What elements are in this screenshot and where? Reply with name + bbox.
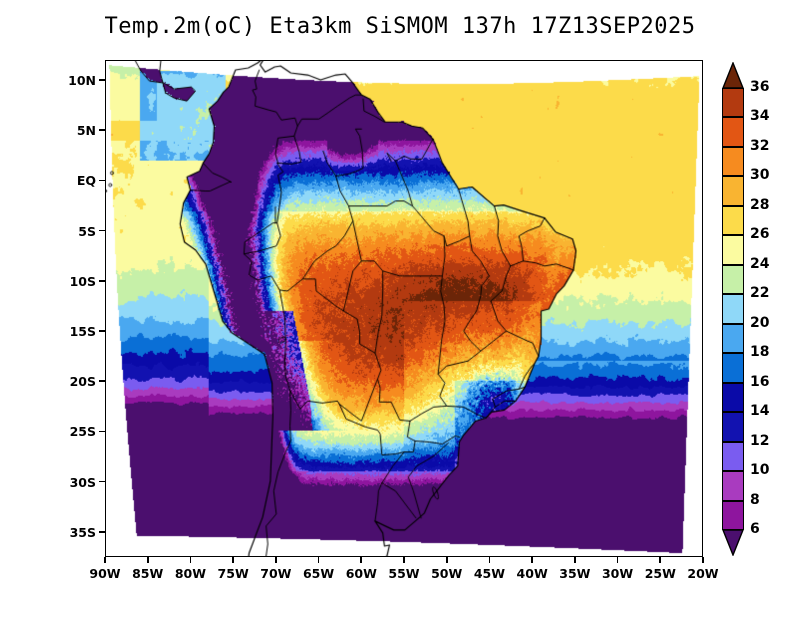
colorbar-segment (722, 294, 744, 324)
temperature-colorbar (722, 88, 744, 530)
latitude-tick (99, 179, 105, 182)
colorbar-segment (722, 176, 744, 206)
longitude-tick (189, 557, 192, 563)
colorbar-tick-label: 36 (750, 79, 770, 95)
longitude-tick-label: 85W (132, 566, 164, 581)
colorbar-segment (722, 500, 744, 530)
colorbar-segment (722, 382, 744, 413)
colorbar-tick-label: 16 (750, 373, 770, 390)
temperature-field-canvas (106, 61, 702, 556)
longitude-tick (146, 557, 149, 563)
colorbar-segment (722, 264, 744, 295)
colorbar-segment (722, 146, 744, 177)
colorbar-tick-label: 20 (750, 314, 770, 331)
colorbar-tick-label: 26 (750, 226, 770, 243)
latitude-tick-label: 20S (69, 374, 96, 390)
longitude-tick-label: 75W (217, 566, 249, 581)
latitude-tick (99, 480, 105, 483)
colorbar-segment (722, 205, 744, 236)
longitude-tick (616, 557, 619, 563)
longitude-tick (445, 557, 448, 563)
latitude-tick-label: 15S (69, 324, 96, 340)
latitude-tick-label: 5N (76, 123, 96, 139)
colorbar-tick-label: 18 (750, 344, 770, 361)
longitude-tick-label: 50W (431, 566, 463, 581)
colorbar-tick-label: 6 (750, 521, 760, 537)
latitude-tick-label: 10S (69, 273, 96, 289)
colorbar-tick-label: 22 (750, 285, 770, 302)
colorbar-segment (722, 412, 744, 442)
latitude-tick-label: 5S (78, 223, 96, 239)
colorbar-segment (722, 117, 744, 147)
latitude-tick (99, 229, 105, 232)
colorbar-tick-label: 30 (750, 167, 770, 184)
latitude-tick (99, 380, 105, 383)
longitude-tick-label: 90W (89, 566, 121, 581)
colorbar-tick-label: 14 (750, 403, 770, 420)
colorbar-segment (722, 323, 744, 354)
colorbar-tick-label: 34 (750, 108, 770, 125)
map-plot-area (105, 60, 703, 557)
longitude-tick-label: 40W (516, 566, 548, 581)
longitude-tick (702, 557, 704, 563)
longitude-tick-label: 20W (687, 566, 719, 581)
longitude-tick (275, 557, 277, 563)
longitude-tick-label: 25W (644, 566, 676, 581)
latitude-tick-label: 35S (69, 524, 96, 540)
longitude-tick (317, 557, 320, 563)
colorbar-tick-label: 24 (750, 255, 770, 272)
colorbar-tick-label: 10 (750, 462, 770, 479)
colorbar-tick-label: 28 (750, 196, 770, 213)
longitude-tick (488, 557, 491, 563)
colorbar-segment (722, 471, 744, 501)
latitude-tick (99, 129, 105, 132)
colorbar-tick-label: 12 (750, 432, 770, 449)
latitude-tick-label: EQ (76, 173, 96, 189)
colorbar-segment (722, 88, 744, 118)
colorbar-tick-label: 32 (750, 137, 770, 154)
longitude-tick-label: 65W (302, 566, 335, 581)
colorbar-segment (722, 353, 744, 383)
latitude-tick (99, 280, 105, 282)
longitude-tick (232, 557, 234, 563)
colorbar-min-arrow-icon (721, 529, 745, 557)
longitude-tick (403, 557, 405, 563)
longitude-tick (531, 557, 533, 563)
longitude-tick-label: 70W (260, 566, 292, 581)
colorbar-tick-label: 8 (750, 491, 760, 508)
longitude-tick (659, 557, 662, 563)
latitude-tick (99, 531, 105, 533)
figure-title: Temp.2m(oC) Eta3km SiSMOM 137h 17Z13SEP2… (104, 14, 696, 39)
longitude-tick-label: 55W (388, 566, 420, 581)
longitude-tick-label: 45W (473, 566, 506, 581)
longitude-tick-label: 30W (601, 566, 634, 581)
latitude-tick-label: 10N (68, 73, 96, 89)
longitude-tick (104, 557, 106, 563)
longitude-tick-label: 60W (345, 566, 377, 581)
latitude-tick (99, 430, 105, 433)
latitude-tick-label: 25S (69, 424, 96, 440)
colorbar-segment (722, 441, 744, 472)
colorbar-segment (722, 235, 744, 265)
longitude-tick (574, 557, 576, 563)
latitude-tick (99, 79, 105, 81)
longitude-tick (360, 557, 363, 563)
longitude-tick-label: 80W (174, 566, 207, 581)
colorbar-max-arrow-icon (721, 61, 745, 89)
latitude-tick (99, 330, 105, 332)
latitude-tick-label: 30S (69, 474, 96, 490)
longitude-tick-label: 35W (559, 566, 591, 581)
